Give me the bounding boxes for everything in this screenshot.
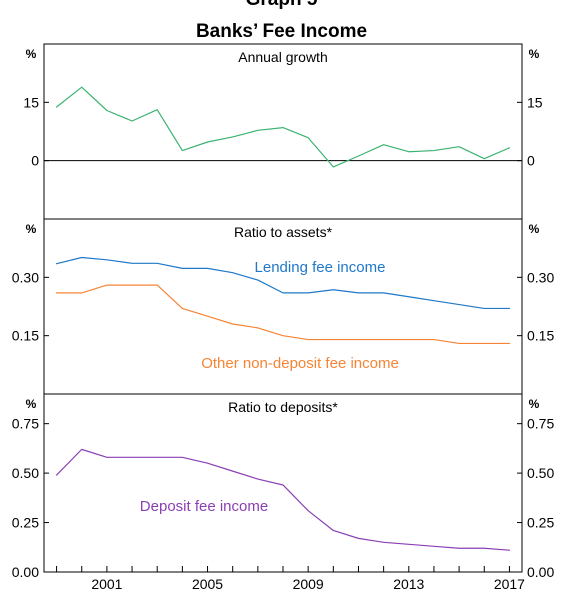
y-tick-label-left: 0.75 (12, 416, 39, 432)
y-tick-label-right: 15 (527, 94, 543, 110)
x-tick-label: 2005 (192, 576, 223, 592)
series-line-lending-fee-income (55, 256, 511, 310)
series-label-lending-fee-income: Lending fee income (255, 259, 386, 276)
series-label-deposit-fee-income: Deposit fee income (140, 498, 268, 515)
y-tick-label-left: 0.00 (12, 564, 39, 580)
y-tick-label-left: 0.30 (12, 269, 39, 285)
panel-frame (43, 43, 523, 220)
y-unit-left: % (26, 397, 37, 411)
panel-0: Annual growth% % 15 15 0 0 (23, 43, 543, 220)
y-tick-label-left: 0 (31, 153, 39, 169)
series-line-annual-growth (55, 86, 511, 168)
y-unit-left: % (26, 47, 37, 61)
chart-title: Banks’ Fee Income (195, 21, 368, 42)
series-label-other-non-deposit-fee-income: Other non-deposit fee income (201, 355, 399, 372)
series-line-other-non-deposit-fee-income (55, 284, 511, 345)
panel-title: Ratio to deposits* (228, 399, 338, 415)
y-tick-label-right: 0 (527, 153, 535, 169)
x-tick-label: 2009 (293, 576, 324, 592)
panel-title: Ratio to assets* (234, 224, 333, 240)
panel-frame (43, 393, 523, 573)
panel-title: Annual growth (238, 49, 328, 65)
series-line-deposit-fee-income (55, 448, 511, 551)
y-tick-label-left: 0.25 (12, 515, 39, 531)
y-tick-label-right: 0.00 (527, 564, 554, 580)
y-tick-label-right: 0.25 (527, 515, 554, 531)
y-unit-right: % (529, 397, 540, 411)
y-unit-right: % (529, 222, 540, 236)
panel-1: Ratio to assets*% % 0.30 0.30 0.15 0.15 Lendin… (12, 218, 554, 395)
y-tick-label-left: 0.15 (12, 328, 39, 344)
y-tick-label-right: 0.15 (527, 328, 554, 344)
x-tick-label: 2017 (494, 576, 525, 592)
x-tick-label: 2001 (91, 576, 122, 592)
y-tick-label-right: 0.30 (527, 269, 554, 285)
y-tick-label-left: 0.50 (12, 465, 39, 481)
y-tick-label-right: 0.75 (527, 416, 554, 432)
y-tick-label-left: 15 (23, 94, 39, 110)
y-unit-left: % (26, 222, 37, 236)
x-tick-label: 2013 (393, 576, 424, 592)
y-tick-label-right: 0.50 (527, 465, 554, 481)
chart-title-cut: Graph 5 (0, 0, 563, 12)
panel-2: Ratio to deposits*% % 0.75 0.75 0.50 0.50 0.25… (12, 393, 554, 580)
y-unit-right: % (529, 47, 540, 61)
